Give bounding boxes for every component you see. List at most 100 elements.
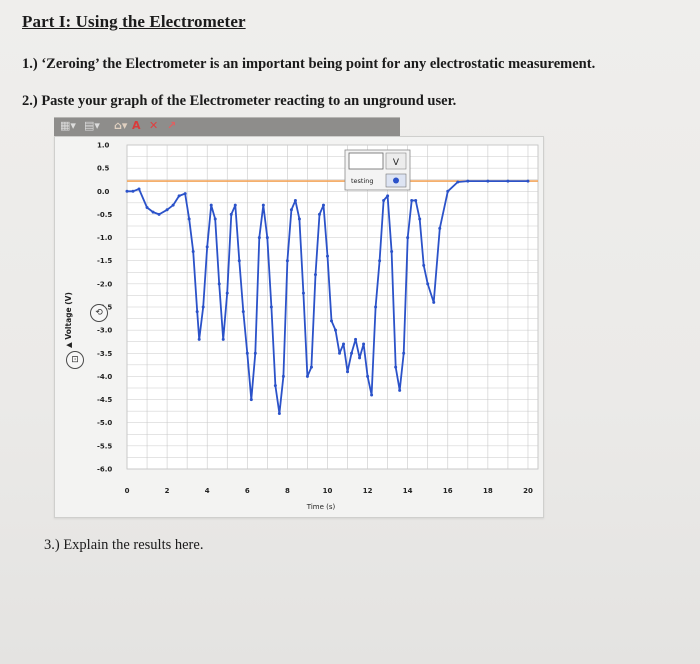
y-tick-label: -2.0 bbox=[97, 280, 112, 288]
data-point bbox=[402, 351, 406, 355]
data-point bbox=[406, 236, 410, 240]
data-point bbox=[183, 192, 187, 196]
x-tick-label: 12 bbox=[363, 487, 373, 495]
data-point bbox=[486, 179, 490, 183]
data-point bbox=[249, 398, 253, 402]
unit-button bbox=[385, 152, 407, 170]
data-point bbox=[305, 374, 309, 378]
arrow-icon[interactable]: ↗ bbox=[167, 119, 177, 132]
unit-button-label: V bbox=[393, 158, 400, 168]
data-point bbox=[261, 203, 265, 207]
data-point bbox=[438, 226, 442, 230]
x-tick-label: 18 bbox=[483, 487, 493, 495]
data-point bbox=[362, 342, 366, 346]
data-point bbox=[293, 199, 297, 203]
data-point bbox=[398, 388, 402, 392]
data-point bbox=[131, 189, 135, 193]
data-point bbox=[321, 203, 325, 207]
data-point bbox=[374, 305, 378, 309]
y-tick-label: -3.5 bbox=[97, 350, 112, 358]
data-point bbox=[526, 179, 530, 183]
data-point bbox=[313, 273, 317, 277]
y-tick-label: -6.0 bbox=[97, 466, 112, 474]
y-tick-label: -1.5 bbox=[97, 257, 112, 265]
data-point bbox=[358, 356, 362, 360]
legend-input-field bbox=[348, 152, 384, 170]
data-point bbox=[221, 337, 225, 341]
data-point bbox=[414, 199, 418, 203]
x-tick-labels: 0 2 4 6 8 10 12 14 16 18 20 bbox=[125, 487, 533, 495]
legend-series-marker bbox=[393, 177, 399, 184]
x-tick-label: 10 bbox=[323, 487, 333, 495]
data-point bbox=[191, 249, 195, 253]
series-testing bbox=[125, 179, 530, 415]
data-point bbox=[301, 291, 305, 295]
y-tick-label: -0.5 bbox=[97, 211, 112, 219]
dropdown-icon[interactable]: ▤▾ bbox=[84, 119, 100, 132]
graph-options-icon[interactable]: ⊡ bbox=[66, 351, 84, 369]
delete-icon[interactable]: ✕ bbox=[149, 119, 159, 132]
chart-type-icon[interactable]: ▦▾ bbox=[60, 119, 76, 132]
data-point bbox=[297, 217, 301, 221]
y-tick-label: 0.0 bbox=[97, 188, 110, 196]
data-point bbox=[201, 305, 205, 309]
question-2: 2.) Paste your graph of the Electrometer… bbox=[22, 93, 457, 109]
chart-grid bbox=[126, 144, 539, 470]
data-point bbox=[237, 259, 241, 263]
data-point bbox=[145, 205, 149, 209]
zoom-icon[interactable]: ⟲ bbox=[90, 304, 108, 322]
data-point bbox=[325, 254, 329, 258]
data-point bbox=[195, 310, 199, 314]
y-tick-label: -5.0 bbox=[97, 419, 112, 427]
data-point bbox=[309, 365, 313, 369]
data-point bbox=[506, 179, 510, 183]
data-point bbox=[418, 217, 422, 221]
data-point bbox=[289, 208, 293, 212]
chart-toolbar: ▦▾ ▤▾ ⌂▾ A ✕ ↗ bbox=[54, 117, 400, 136]
data-point bbox=[390, 249, 394, 253]
data-point bbox=[285, 259, 289, 263]
x-tick-label: 16 bbox=[443, 487, 453, 495]
data-point bbox=[456, 180, 460, 184]
data-point bbox=[281, 374, 285, 378]
data-point bbox=[366, 374, 370, 378]
format-icon[interactable]: ⌂▾ bbox=[114, 119, 128, 132]
data-point bbox=[233, 203, 237, 207]
data-point bbox=[269, 305, 273, 309]
y-tick-label: 0.5 bbox=[97, 165, 110, 173]
data-point bbox=[370, 393, 374, 397]
section-title: Part I: Using the Electrometer bbox=[22, 12, 246, 31]
data-point bbox=[338, 351, 342, 355]
question-3: 3.) Explain the results here. bbox=[44, 537, 204, 553]
y-tick-label: -3.0 bbox=[97, 327, 112, 335]
data-point bbox=[422, 263, 426, 267]
data-point bbox=[432, 300, 436, 304]
data-point bbox=[382, 199, 386, 203]
data-point bbox=[187, 217, 191, 221]
data-point bbox=[197, 337, 201, 341]
x-axis-label: Time (s) bbox=[306, 503, 336, 511]
data-point bbox=[273, 384, 277, 388]
data-point bbox=[209, 203, 213, 207]
data-point bbox=[171, 203, 175, 207]
data-point bbox=[466, 179, 470, 183]
y-tick-label: -4.5 bbox=[97, 396, 112, 404]
data-point bbox=[137, 187, 141, 191]
data-point bbox=[386, 194, 390, 198]
text-icon[interactable]: A bbox=[132, 119, 141, 132]
data-point bbox=[277, 411, 281, 415]
data-point bbox=[350, 351, 354, 355]
legend-box: V testing bbox=[344, 149, 411, 191]
y-tick-label: -1.0 bbox=[97, 234, 112, 242]
x-tick-label: 8 bbox=[285, 487, 290, 495]
x-tick-label: 6 bbox=[245, 487, 250, 495]
data-point bbox=[346, 370, 350, 374]
data-point bbox=[394, 365, 398, 369]
data-point bbox=[125, 189, 129, 193]
data-point bbox=[354, 337, 358, 341]
question-1: 1.) ‘Zeroing’ the Electrometer is an imp… bbox=[22, 56, 596, 72]
data-point bbox=[253, 351, 257, 355]
y-tick-label: -5.5 bbox=[97, 442, 112, 450]
legend-label: testing bbox=[351, 177, 374, 185]
data-point bbox=[265, 236, 269, 240]
